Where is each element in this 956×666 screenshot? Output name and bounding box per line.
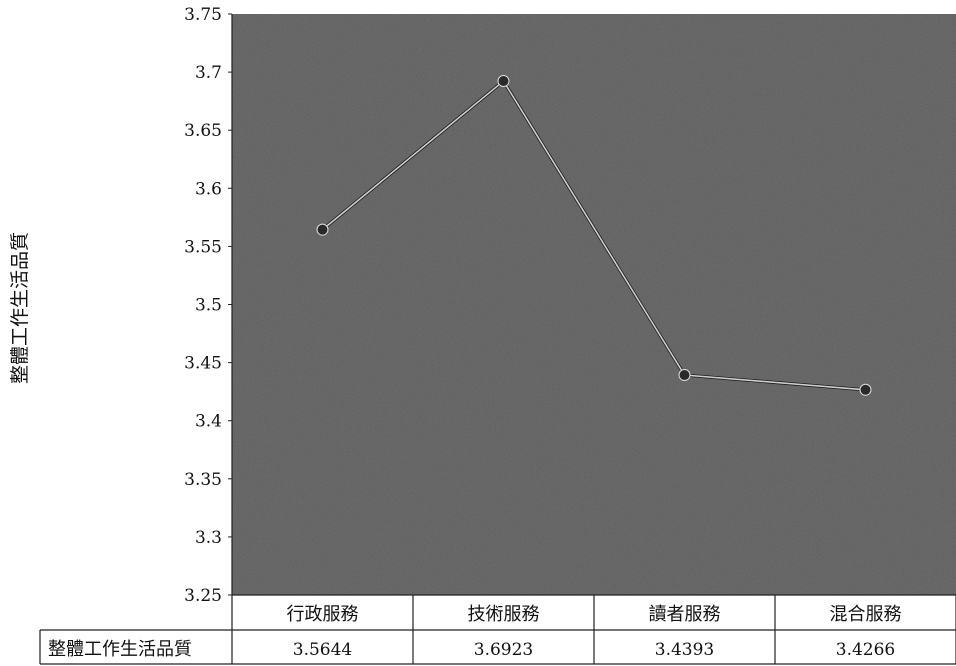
plot-area xyxy=(231,14,956,595)
data-point xyxy=(316,223,329,236)
data-point xyxy=(859,383,872,396)
y-tick-label: 3.6 xyxy=(195,179,222,199)
y-tick-label: 3.35 xyxy=(184,470,222,490)
category-label: 技術服務 xyxy=(468,604,540,625)
category-label: 讀者服務 xyxy=(649,604,721,625)
y-tick-labels: 3.75 3.7 3.65 3.6 3.55 3.5 3.45 3.4 3.35 3.3 3.25 xyxy=(184,5,232,606)
y-tick-label: 3.25 xyxy=(184,586,222,606)
y-tick-label: 3.55 xyxy=(184,237,222,257)
y-tick-label: 3.45 xyxy=(184,354,222,374)
y-tick-label: 3.3 xyxy=(195,528,222,548)
data-value-label: 3.4266 xyxy=(836,640,895,660)
data-value-label: 3.4393 xyxy=(655,640,714,660)
category-label: 行政服務 xyxy=(287,604,359,625)
y-tick-label: 3.65 xyxy=(184,121,222,141)
series-line xyxy=(321,79,866,391)
plot-background xyxy=(232,14,956,595)
data-point xyxy=(678,369,691,382)
y-axis-title: 整體工作生活品質 xyxy=(9,232,31,384)
y-tick-label: 3.4 xyxy=(195,412,222,432)
data-value-label: 3.6923 xyxy=(474,640,533,660)
y-tick-label: 3.7 xyxy=(195,63,222,83)
y-tick-label: 3.75 xyxy=(184,5,222,25)
series-layer xyxy=(316,75,872,396)
y-tick-label: 3.5 xyxy=(195,296,222,316)
series-row-label: 整體工作生活品質 xyxy=(48,639,192,660)
category-label: 混合服務 xyxy=(830,604,902,625)
data-value-label: 3.5644 xyxy=(293,640,352,660)
data-point xyxy=(497,75,510,88)
